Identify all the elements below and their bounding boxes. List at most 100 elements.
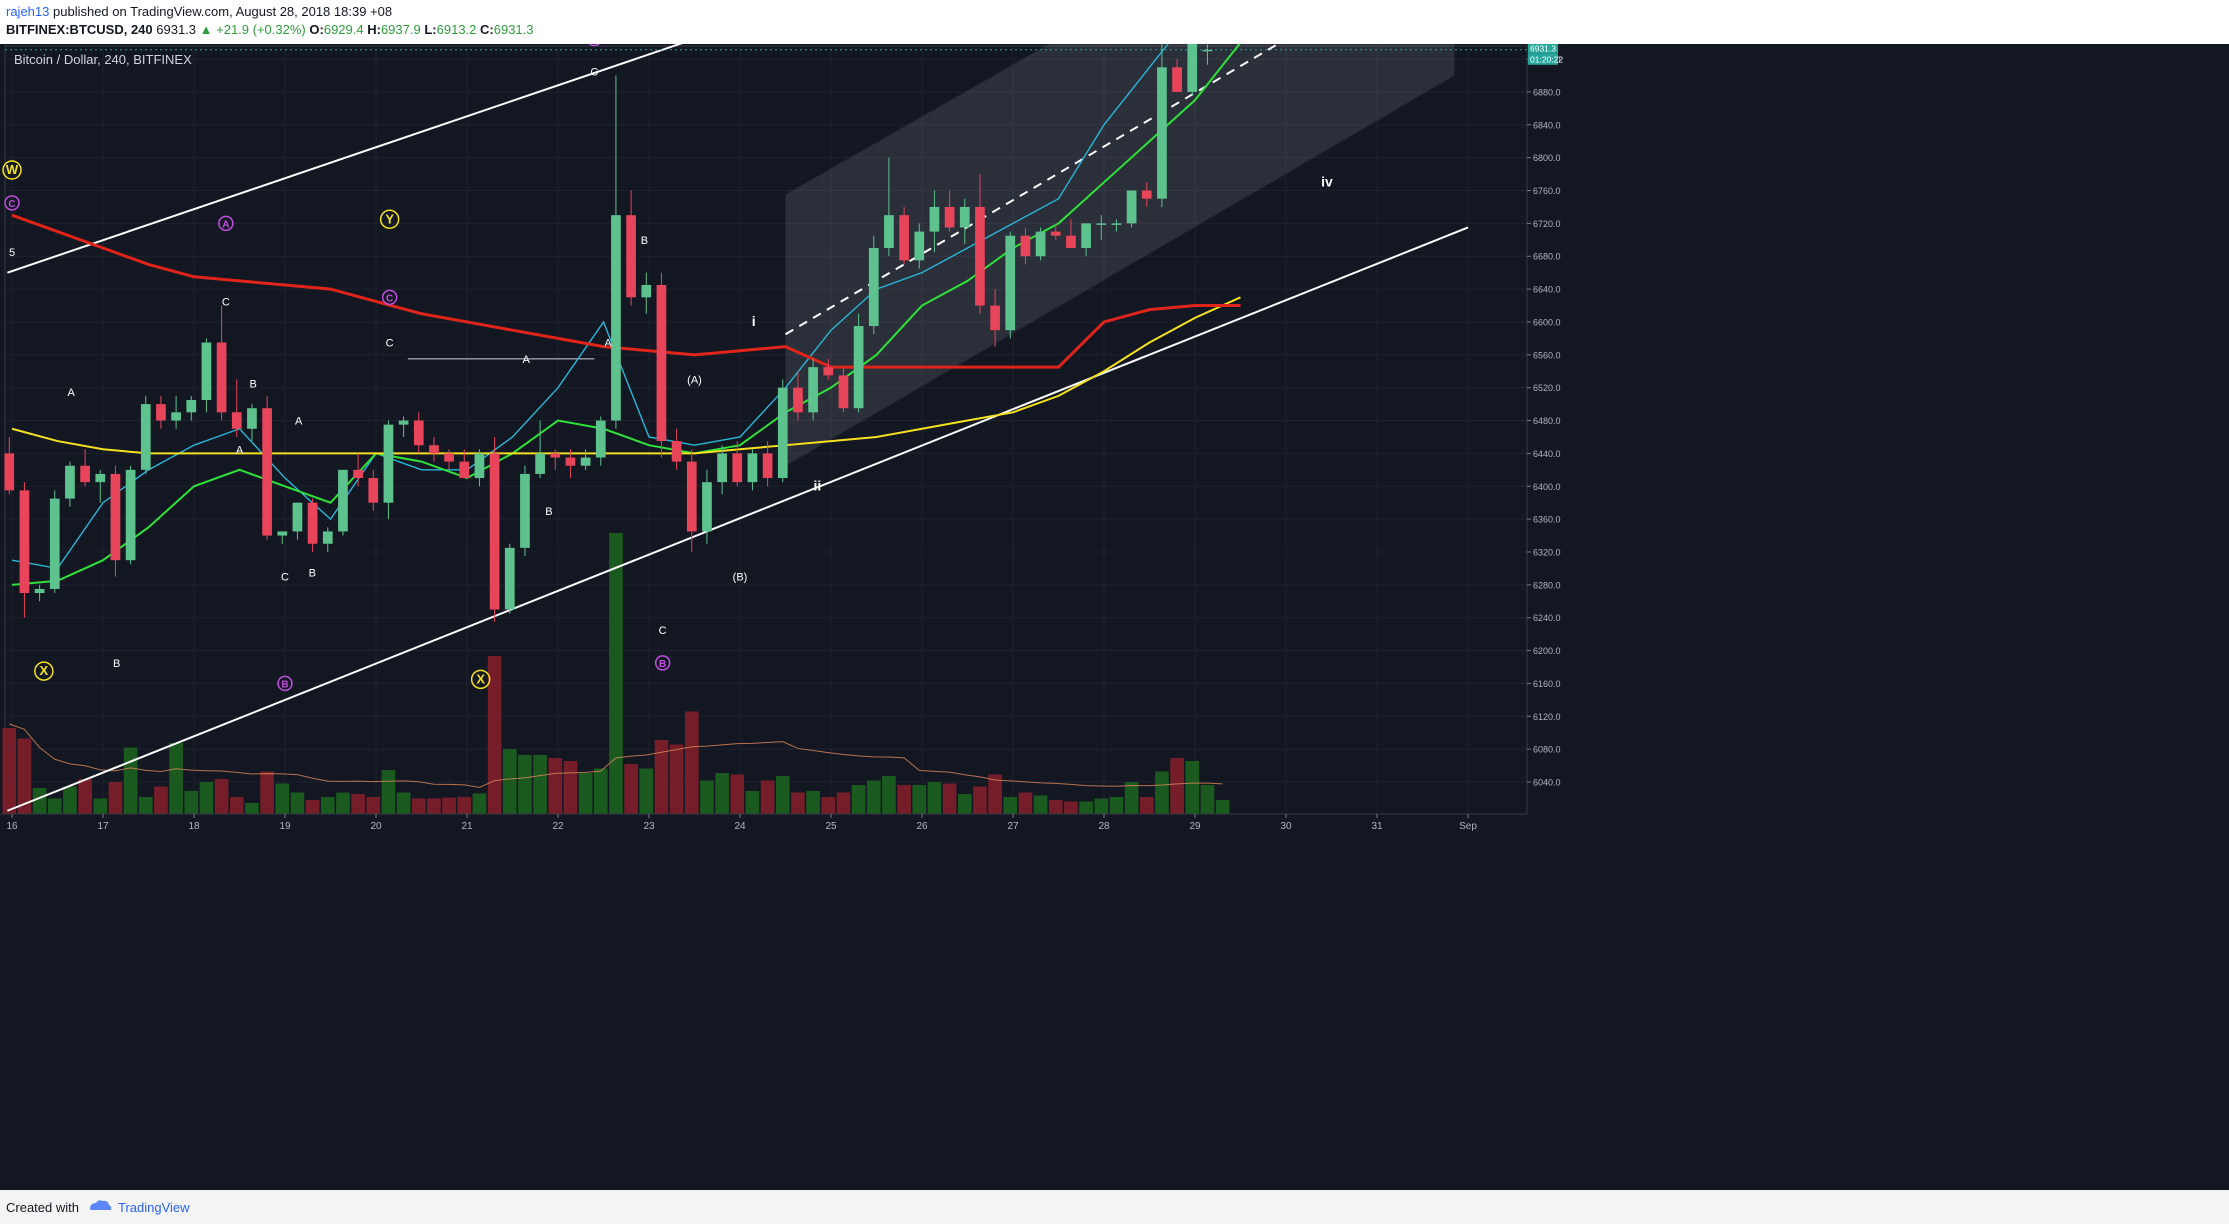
countdown-label: 01:20:22 [1530,54,1563,64]
candle-body [1157,67,1167,199]
candle-body [884,215,894,249]
price-axis[interactable]: 6920.06880.06840.06800.06760.06720.06680… [1526,41,2229,818]
volume-bar [684,711,699,815]
candle-body [459,461,470,479]
volume-average-line [9,723,1223,788]
ma-red-line [11,213,1241,369]
wave-label: C [222,296,230,308]
volume-bar [821,797,836,815]
volume-bar [245,803,259,815]
candle-body [535,453,545,474]
volume-bar [760,780,775,815]
price-tick-label: 6240.0 [1533,613,1561,623]
price-tick-label: 6160.0 [1533,679,1561,689]
countdown-badge [1528,53,1558,65]
candle-body [823,367,834,376]
candle-body [216,342,227,413]
volume-bar [593,768,608,815]
candle-body [65,465,75,499]
price-tick-label: 6040.0 [1533,778,1561,788]
candle-body [49,498,60,589]
time-tick-label: 21 [461,821,473,832]
wave-label: B [309,568,316,580]
wave-label-circle [277,675,293,692]
volume-bar [366,797,381,815]
time-tick-label: 18 [188,821,200,832]
candle-body [1187,42,1198,92]
candle-body [201,342,212,401]
time-tick-label: 27 [1007,821,1019,832]
candle-body [19,490,30,594]
candle-body [626,215,636,298]
candle-body [853,326,864,409]
volume-bar [639,768,654,815]
volume-bar [502,749,517,815]
wave-label-circled: W [6,162,19,177]
volume-bar [518,755,532,815]
volume-bar [791,792,805,815]
publish-text: published on TradingView.com, August 28,… [53,4,393,19]
tradingview-logo-icon[interactable] [88,1199,112,1213]
time-axis[interactable]: 16 17 18 19 20 21 22 23 24 25 26 27 28 29 30 31 Sep [0,813,2229,1190]
candle-body [474,453,485,479]
volume-bar [290,792,305,815]
candle-body [247,408,257,429]
last-price: 6931.3 [156,22,197,37]
candle-body [429,445,439,454]
volume-bar [138,797,153,815]
candle-body [140,404,151,470]
open-label: O: [309,22,324,37]
candle-body [702,482,712,532]
volume-bar [1018,792,1033,815]
volume-bar [927,782,942,815]
volume-bar [472,793,487,815]
volume-bar [1003,797,1018,815]
grid [4,45,1528,815]
volume-bar [836,792,851,815]
volume-bar [78,779,92,815]
time-tick-label: 25 [825,821,837,832]
lower-trendline [7,226,1469,812]
author-link[interactable]: rajeh13 [6,4,50,19]
wave-label-circle [379,209,400,230]
volume-bar [775,776,790,815]
candle-body [671,441,682,462]
candle-body [277,531,288,536]
time-tick-label: 19 [279,821,291,832]
volume-bar [1048,800,1063,815]
wave-label-circled: C [386,293,393,304]
volume-bar [229,797,244,815]
tradingview-link[interactable]: TradingView [118,1200,190,1215]
price-tick-label: 6480.0 [1533,416,1561,426]
price-chart[interactable]: WC5XABACBAACBBYCCXABACABCB(A)(B)iiiiiiiv… [0,0,2229,1190]
candle-body [1126,190,1137,224]
wave-label-circle [381,289,398,306]
high-label: H: [367,22,381,37]
candle-body [80,465,90,483]
price-tick-label: 6520.0 [1533,383,1561,393]
candle-body [1066,235,1076,249]
wave-label: i [752,313,756,329]
wave-label-circle [218,215,234,232]
volume-bar [2,728,17,815]
wave-label-circle [654,655,671,671]
chart-area[interactable]: WC5XABACBAACBBYCCXABACABCB(A)(B)iiiiiiiv… [0,0,2229,1190]
volume-bar [1033,795,1048,815]
price-tick-label: 6680.0 [1533,252,1561,262]
wave-labels: WC5XABACBAACBBYCCXABACABCB(A)(B)iiiiiiiv… [2,30,1333,692]
volume-bar [457,797,472,815]
wave-label: A [522,354,530,366]
price-tick-label: 6600.0 [1533,317,1561,327]
wave-label: C [386,337,394,349]
volume-bar [351,794,365,815]
candle-body [353,469,363,479]
candle-body [595,420,606,458]
price-tick-label: 6880.0 [1533,87,1561,97]
candle-body [1111,223,1122,225]
volume-bar [63,786,77,815]
candle-body [762,453,773,479]
candle-body [110,473,121,561]
volume-bar [1139,797,1154,815]
candles [4,26,1213,622]
candle-body [944,206,955,228]
